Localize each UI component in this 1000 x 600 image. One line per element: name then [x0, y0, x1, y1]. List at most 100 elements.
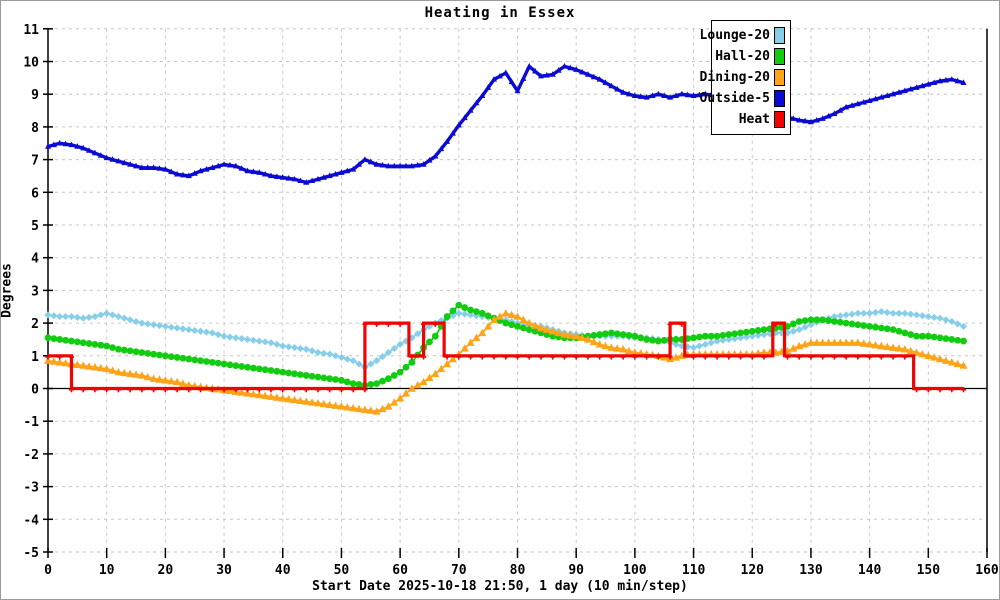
- series-hall-20-marker: [402, 363, 410, 371]
- series-outside-5-marker: [103, 154, 110, 161]
- series-hall-20-marker: [848, 320, 856, 328]
- series-lounge-20-marker: [173, 324, 181, 332]
- series-dining-20-marker: [889, 343, 898, 351]
- series-dining-20-marker: [126, 369, 135, 377]
- series-hall-20-marker: [461, 304, 469, 311]
- series-dining-20-marker: [161, 376, 170, 384]
- series-outside-5-marker: [455, 121, 462, 128]
- series-outside-5-marker: [508, 78, 515, 85]
- series-outside-5-marker: [866, 97, 873, 103]
- series-outside-5-marker: [526, 63, 533, 69]
- series-lounge-20-marker: [912, 311, 921, 319]
- series-lounge-20-marker: [695, 342, 704, 350]
- series-outside-5-marker: [608, 82, 615, 89]
- series-hall-20-marker: [643, 336, 651, 343]
- series-outside-5-marker: [74, 143, 81, 149]
- series-dining-20-marker: [871, 340, 880, 349]
- series-dining-20-marker: [495, 312, 504, 320]
- series-dining-20-marker: [413, 381, 422, 389]
- x-tick-label: 150: [917, 563, 941, 578]
- series-lounge-20-marker: [56, 312, 64, 321]
- series-dining-20-marker: [566, 331, 575, 339]
- series-outside-5-marker: [62, 140, 69, 147]
- series-dining-20-marker: [830, 338, 839, 346]
- series-outside-5-marker: [895, 89, 902, 95]
- x-tick-label: 130: [799, 563, 823, 578]
- series-outside-5-marker: [960, 79, 967, 85]
- series-hall-20-marker: [367, 381, 375, 388]
- series-dining-20-marker: [255, 390, 264, 399]
- legend-row-outside-5: Outside-5: [700, 88, 785, 109]
- series-outside-5-marker: [555, 67, 562, 73]
- series-lounge-20-marker: [238, 335, 246, 343]
- series-outside-5-marker: [197, 167, 204, 174]
- series-hall-20-marker: [79, 339, 87, 347]
- series-dining-20-marker: [519, 315, 528, 324]
- series-lounge-20-marker: [830, 312, 839, 321]
- series-outside-5-marker: [45, 143, 51, 149]
- series-hall-20-marker: [960, 337, 967, 345]
- series-dining-20-marker: [184, 381, 193, 389]
- series-outside-5-marker: [502, 69, 509, 76]
- legend-swatch-heat: [774, 111, 785, 128]
- series-hall-20-marker: [408, 358, 416, 366]
- series-lounge-20-marker: [883, 308, 891, 317]
- series-lounge-20-marker: [918, 312, 927, 320]
- series-outside-5-marker: [878, 94, 885, 100]
- series-dining-20-marker: [296, 396, 305, 404]
- series-outside-5-marker: [467, 107, 474, 113]
- series-hall-20-marker: [109, 344, 116, 352]
- x-tick-label: 30: [216, 563, 232, 578]
- series-lounge-20-marker: [930, 313, 938, 321]
- series-outside-5-marker: [297, 177, 304, 184]
- series-dining-20-marker: [401, 389, 410, 397]
- series-dining-20-marker: [625, 346, 634, 355]
- series-outside-5-marker: [444, 138, 451, 144]
- series-hall-20-marker: [179, 354, 187, 362]
- x-tick-label: 70: [451, 563, 467, 578]
- series-dining-20-marker: [542, 325, 551, 333]
- series-dining-20-marker: [337, 402, 346, 410]
- series-outside-5-marker: [678, 90, 685, 97]
- series-outside-5-marker: [80, 144, 87, 151]
- series-hall-20-marker: [126, 347, 134, 355]
- legend-row-hall-20: Hall-20: [715, 46, 785, 67]
- series-hall-20-marker: [285, 369, 293, 377]
- series-hall-20-marker: [197, 357, 204, 365]
- series-outside-5-marker: [925, 80, 932, 87]
- series-lounge-20-marker: [901, 309, 909, 317]
- series-outside-5-marker: [549, 71, 556, 77]
- series-outside-5-marker: [250, 168, 257, 175]
- series-hall-20-marker: [426, 338, 433, 346]
- series-outside-5-marker: [919, 82, 926, 89]
- series-hall-20-marker: [244, 363, 251, 371]
- series-dining-20-marker: [501, 309, 510, 317]
- series-lounge-20-marker: [44, 311, 52, 319]
- series-hall-20-marker: [50, 335, 58, 343]
- series-outside-5-marker: [579, 68, 586, 75]
- series-hall-20-marker: [115, 345, 122, 353]
- series-hall-20-marker: [455, 301, 463, 309]
- x-tick-label: 10: [99, 563, 115, 578]
- series-dining-20-marker: [853, 338, 862, 346]
- series-hall-20-marker: [232, 362, 240, 370]
- series-lounge-20-marker: [79, 314, 87, 322]
- chart-title: Heating in Essex: [424, 5, 576, 21]
- series-dining-20-marker: [930, 353, 939, 361]
- series-outside-5-marker: [807, 118, 814, 125]
- series-lounge-20-marker: [384, 348, 392, 357]
- series-lounge-20-marker: [725, 335, 733, 344]
- series-outside-5-marker: [174, 170, 181, 177]
- series-outside-5-marker: [133, 162, 140, 169]
- series-outside-5-marker: [268, 172, 275, 179]
- series-outside-5-marker: [602, 79, 609, 85]
- series-lounge-20-marker: [337, 353, 346, 362]
- series-lounge-20-marker: [848, 310, 856, 318]
- series-dining-20-marker: [842, 338, 851, 346]
- series-lounge-20-marker: [414, 330, 422, 338]
- series-hall-20-marker: [449, 307, 457, 315]
- series-dining-20-marker: [437, 364, 446, 373]
- series-dining-20-marker: [308, 398, 317, 406]
- series-dining-20-marker: [85, 362, 94, 370]
- y-tick-label: 11: [23, 23, 39, 38]
